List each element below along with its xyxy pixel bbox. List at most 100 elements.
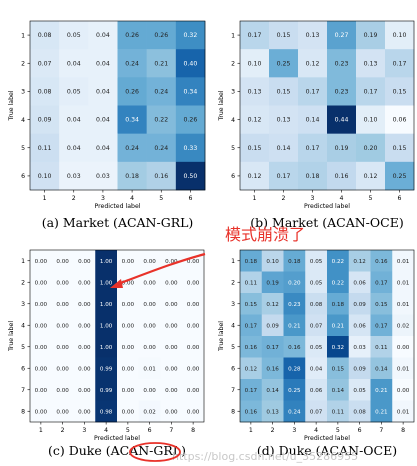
- cell-value-label: 0.04: [96, 88, 110, 95]
- cell-value-label: 0.01: [397, 366, 410, 372]
- cell-value-label: 0.07: [38, 60, 52, 67]
- heatmap-cell: [269, 21, 299, 50]
- heatmap-cell: [298, 105, 328, 134]
- heatmap-cell: [73, 400, 96, 423]
- cell-value-label: 0.00: [397, 388, 410, 394]
- heatmap-cell: [348, 357, 371, 380]
- heatmap-cell: [95, 400, 118, 423]
- cell-value-label: 0.00: [35, 345, 48, 351]
- heatmap-cell: [30, 400, 53, 423]
- cell-value-label: 0.15: [375, 302, 388, 308]
- heatmap-cell: [283, 379, 306, 401]
- heatmap-cell: [261, 357, 284, 380]
- cell-value-label: 0.22: [332, 280, 344, 286]
- cell-value-label: 0.16: [335, 173, 349, 180]
- y-tick-label: 4: [231, 117, 235, 124]
- heatmap-cell: [298, 49, 328, 78]
- heatmap-cell: [327, 105, 357, 134]
- heatmap-cell: [51, 357, 74, 380]
- cell-value-label: 0.00: [143, 259, 156, 265]
- x-tick-label: 5: [126, 427, 130, 434]
- plot-frame: [29, 249, 205, 423]
- heatmap-cell: [240, 314, 263, 337]
- x-tick-label: 2: [271, 427, 275, 434]
- heatmap-cell: [175, 161, 206, 191]
- cell-value-label: 0.00: [165, 345, 178, 351]
- cell-value-label: 0.13: [277, 117, 291, 124]
- cell-value-label: 0.07: [310, 323, 323, 329]
- cell-value-label: 0.15: [277, 88, 291, 95]
- cell-value-label: 0.00: [78, 345, 91, 351]
- x-tick-label: 1: [39, 427, 43, 434]
- heatmap-cell: [348, 336, 371, 358]
- x-axis-label: Predicted label: [304, 435, 350, 442]
- heatmap-cell: [30, 379, 53, 401]
- cell-value-label: 0.00: [35, 409, 48, 415]
- y-tick-label: 6: [231, 365, 235, 372]
- cell-value-label: 0.00: [143, 323, 156, 329]
- heatmap-cell: [356, 49, 386, 78]
- cell-value-label: 0.16: [266, 366, 279, 372]
- heatmap-cell: [59, 21, 89, 50]
- cell-value-label: 0.10: [266, 259, 279, 265]
- heatmap-cell: [117, 250, 140, 272]
- y-tick-label: 2: [21, 60, 25, 67]
- cell-value-label: 0.00: [143, 280, 156, 286]
- cell-value-label: 0.00: [165, 280, 178, 286]
- y-tick-label: 4: [21, 117, 25, 124]
- heatmap-cell: [30, 49, 60, 78]
- heatmap-cell: [73, 271, 96, 294]
- heatmap-cell: [88, 133, 118, 163]
- heatmap-cell: [138, 357, 161, 380]
- x-tick-label: 4: [314, 427, 318, 434]
- cell-value-label: 0.21: [154, 60, 168, 67]
- cell-value-label: 0.15: [393, 88, 407, 95]
- charts-group: 0.08 0.05 0.04 0.26 0.26 0.32 0.07 0.04 0.04 0.24…: [8, 20, 415, 458]
- cell-value-label: 0.00: [35, 388, 48, 394]
- heatmap-cell: [146, 77, 177, 106]
- heatmap-cell: [269, 133, 299, 163]
- cell-value-label: 0.25: [393, 173, 407, 180]
- cell-value-label: 0.26: [125, 32, 139, 39]
- cell-value-label: 0.06: [353, 323, 366, 329]
- y-tick-label: 7: [21, 387, 25, 394]
- heatmap-cell: [138, 314, 161, 337]
- heatmap-cell: [117, 105, 147, 134]
- heatmap-cell: [261, 336, 284, 358]
- heatmap-cell: [30, 336, 53, 358]
- heatmap-cell: [283, 336, 306, 358]
- cell-value-label: 0.16: [245, 345, 258, 351]
- heatmap-cell: [73, 336, 96, 358]
- heatmap-cell: [30, 314, 53, 337]
- y-tick-label: 3: [21, 89, 25, 96]
- heatmap-cell: [160, 293, 183, 315]
- cell-value-label: 0.02: [397, 323, 409, 329]
- cell-value-label: 0.00: [56, 259, 69, 265]
- cell-value-label: 0.12: [306, 60, 320, 67]
- annotation-circle: [129, 442, 181, 462]
- y-axis-label: True label: [218, 321, 225, 352]
- heatmap-cell: [298, 77, 328, 106]
- cell-value-label: 0.17: [277, 173, 291, 180]
- y-tick-label: 6: [21, 173, 25, 180]
- heatmap-cell: [146, 21, 177, 50]
- cell-value-label: 0.00: [35, 323, 48, 329]
- x-tick-label: 2: [72, 195, 76, 202]
- heatmap-cell: [240, 105, 270, 134]
- heatmap-cell: [356, 133, 386, 163]
- heatmap-cell: [327, 400, 350, 423]
- heatmap-cell: [327, 250, 350, 272]
- cell-value-label: 0.23: [335, 60, 349, 67]
- heatmap-cell: [392, 357, 415, 380]
- cell-value-label: 0.09: [38, 117, 52, 124]
- heatmap-cell: [305, 379, 328, 401]
- heatmap-cell: [175, 105, 206, 134]
- cell-value-label: 0.00: [165, 366, 178, 372]
- cell-value-label: 0.00: [187, 345, 200, 351]
- heatmap-cell: [51, 400, 74, 423]
- heatmap-cell: [175, 77, 206, 106]
- plot-frame: [239, 20, 415, 191]
- heatmap-cell: [305, 357, 328, 380]
- cell-value-label: 0.14: [375, 366, 388, 372]
